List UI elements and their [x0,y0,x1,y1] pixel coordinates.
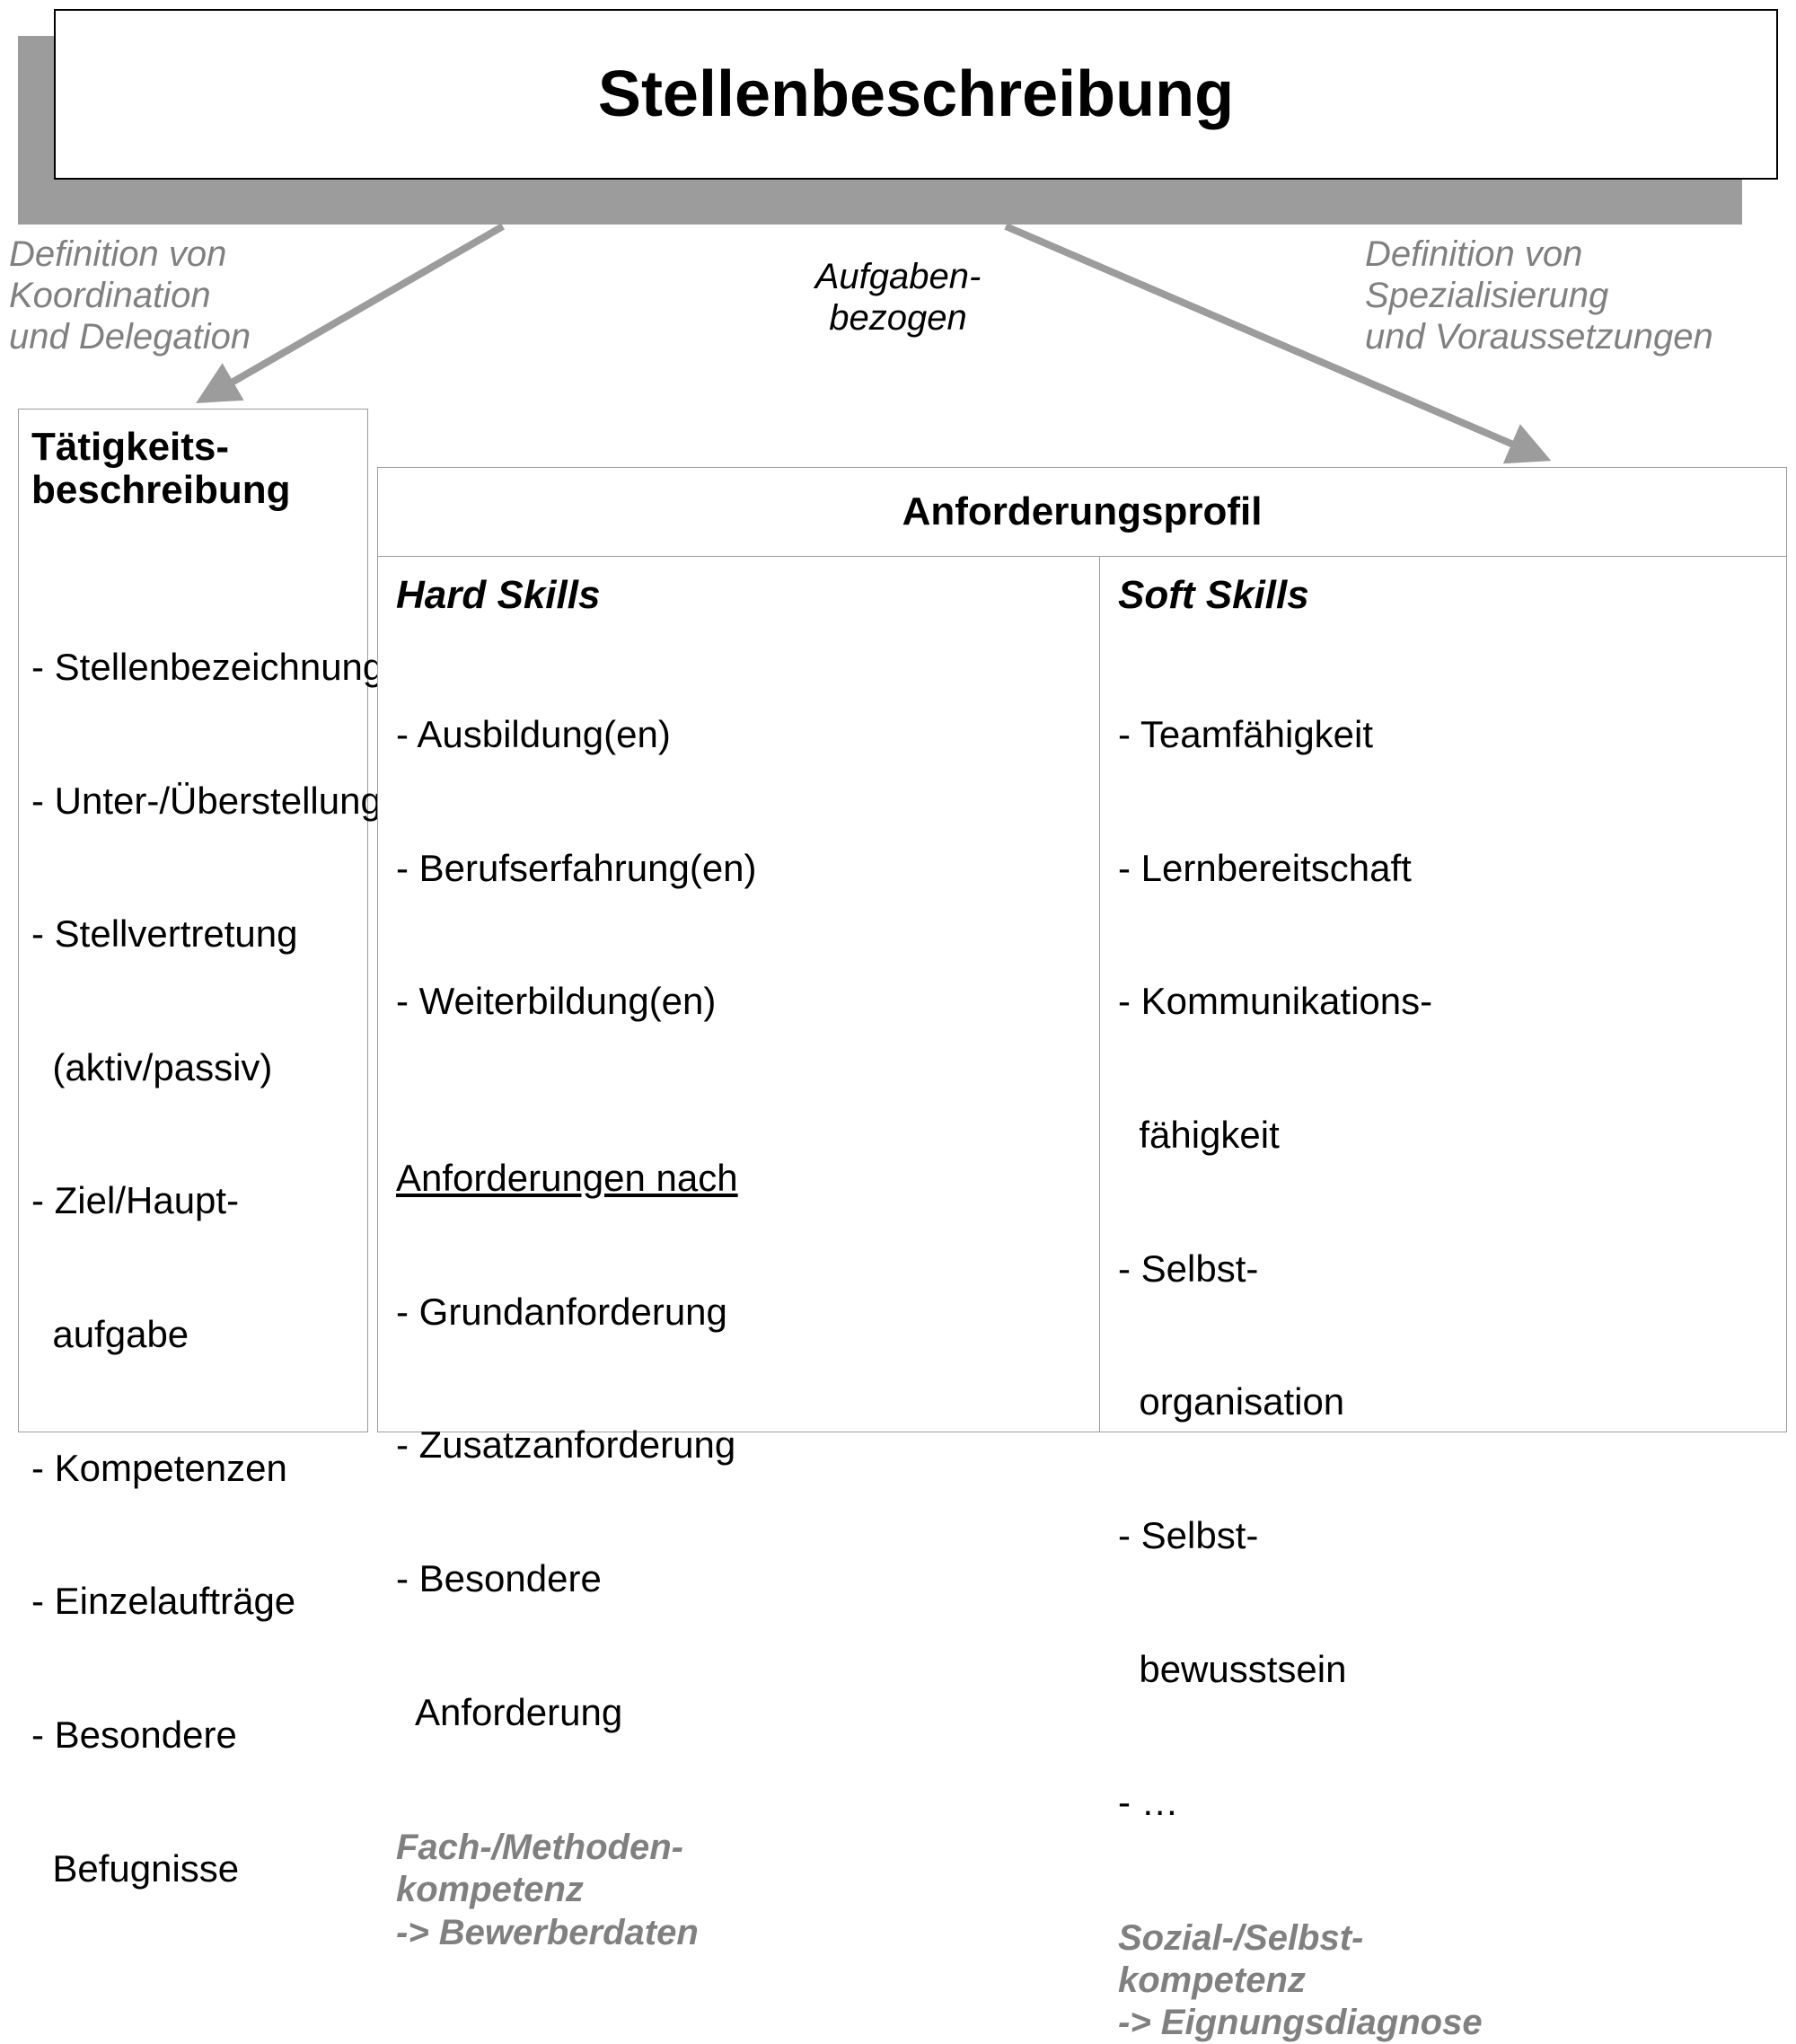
list-item: - Ausbildung(en) [396,712,1081,757]
list-item: Befugnisse [31,1846,355,1891]
list-item: - Grundanforderung [396,1290,1081,1335]
note-line: kompetenz [396,1870,584,1909]
list-item: - Unter-/Überstellung [31,779,355,824]
list-item: - Selbst- [1118,1513,1768,1558]
list-item: fähigkeit [1118,1113,1768,1158]
left-panel: Tätigkeits- beschreibung - Stellenbezeic… [18,409,368,1432]
list-item: - Stellenbezeichnung [31,645,355,690]
note-line: Sozial-/Selbst- [1118,1918,1363,1958]
list-item: aufgabe [31,1312,355,1357]
list-item: - … [1118,1780,1768,1825]
list-item: - Besondere [396,1556,1081,1601]
soft-skills-list: - Teamfähigkeit - Lernbereitschaft - Kom… [1118,623,1768,1914]
hard-skills-subheader: Anforderungen nach [396,1156,1081,1201]
list-item: - Einzelaufträge [31,1579,355,1624]
requirements-header: Anforderungen nach [396,1157,738,1199]
list-item: - Weiterbildung(en) [396,979,1081,1024]
soft-skills-panel: Soft Skills - Teamfähigkeit - Lernbereit… [1100,557,1787,1432]
list-item: bewusstsein [1118,1647,1768,1692]
list-item: - Kommunikations- [1118,979,1768,1024]
left-panel-list: - Stellenbezeichnung - Unter-/Überstellu… [31,556,355,1980]
hard-skills-panel: Hard Skills - Ausbildung(en) - Berufserf… [377,557,1100,1432]
list-item: Anforderung [396,1690,1081,1735]
note-line: -> Bewerberdaten [396,1913,699,1952]
list-item: - Berufserfahrung(en) [396,846,1081,891]
soft-skills-note: Sozial-/Selbst- kompetenz -> Eignungsdia… [1118,1917,1768,2044]
list-item: - Zusatzanforderung [396,1423,1081,1467]
list-item: - Lernbereitschaft [1118,846,1768,891]
right-panel: Anforderungsprofil Hard Skills - Ausbild… [377,467,1787,1432]
note-line: -> Eignungsdiagnose [1118,2003,1483,2042]
list-item: - Besondere [31,1713,355,1758]
note-line: kompetenz [1118,1960,1306,2000]
list-item: - Teamfähigkeit [1118,712,1768,757]
right-panel-header: Anforderungsprofil [377,467,1787,557]
right-header-text: Anforderungsprofil [902,490,1263,533]
hard-skills-list: - Ausbildung(en) - Berufserfahrung(en) -… [396,623,1081,1113]
note-line: Fach-/Methoden- [396,1828,683,1867]
list-item: organisation [1118,1379,1768,1424]
hard-skills-note: Fach-/Methoden- kompetenz -> Bewerberdat… [396,1827,1081,1954]
list-item: - Ziel/Haupt- [31,1178,355,1223]
hard-skills-title: Hard Skills [396,573,1081,618]
left-header-line1: Tätigkeits- [31,425,229,469]
left-panel-header: Tätigkeits- beschreibung [31,426,355,513]
list-item: - Kompetenzen [31,1446,355,1491]
left-header-line2: beschreibung [31,468,291,512]
list-item: (aktiv/passiv) [31,1045,355,1090]
soft-skills-title: Soft Skills [1118,573,1768,618]
hard-skills-sublist: - Grundanforderung - Zusatzanforderung -… [396,1201,1081,1824]
list-item: - Selbst- [1118,1247,1768,1291]
list-item: - Stellvertretung [31,912,355,956]
